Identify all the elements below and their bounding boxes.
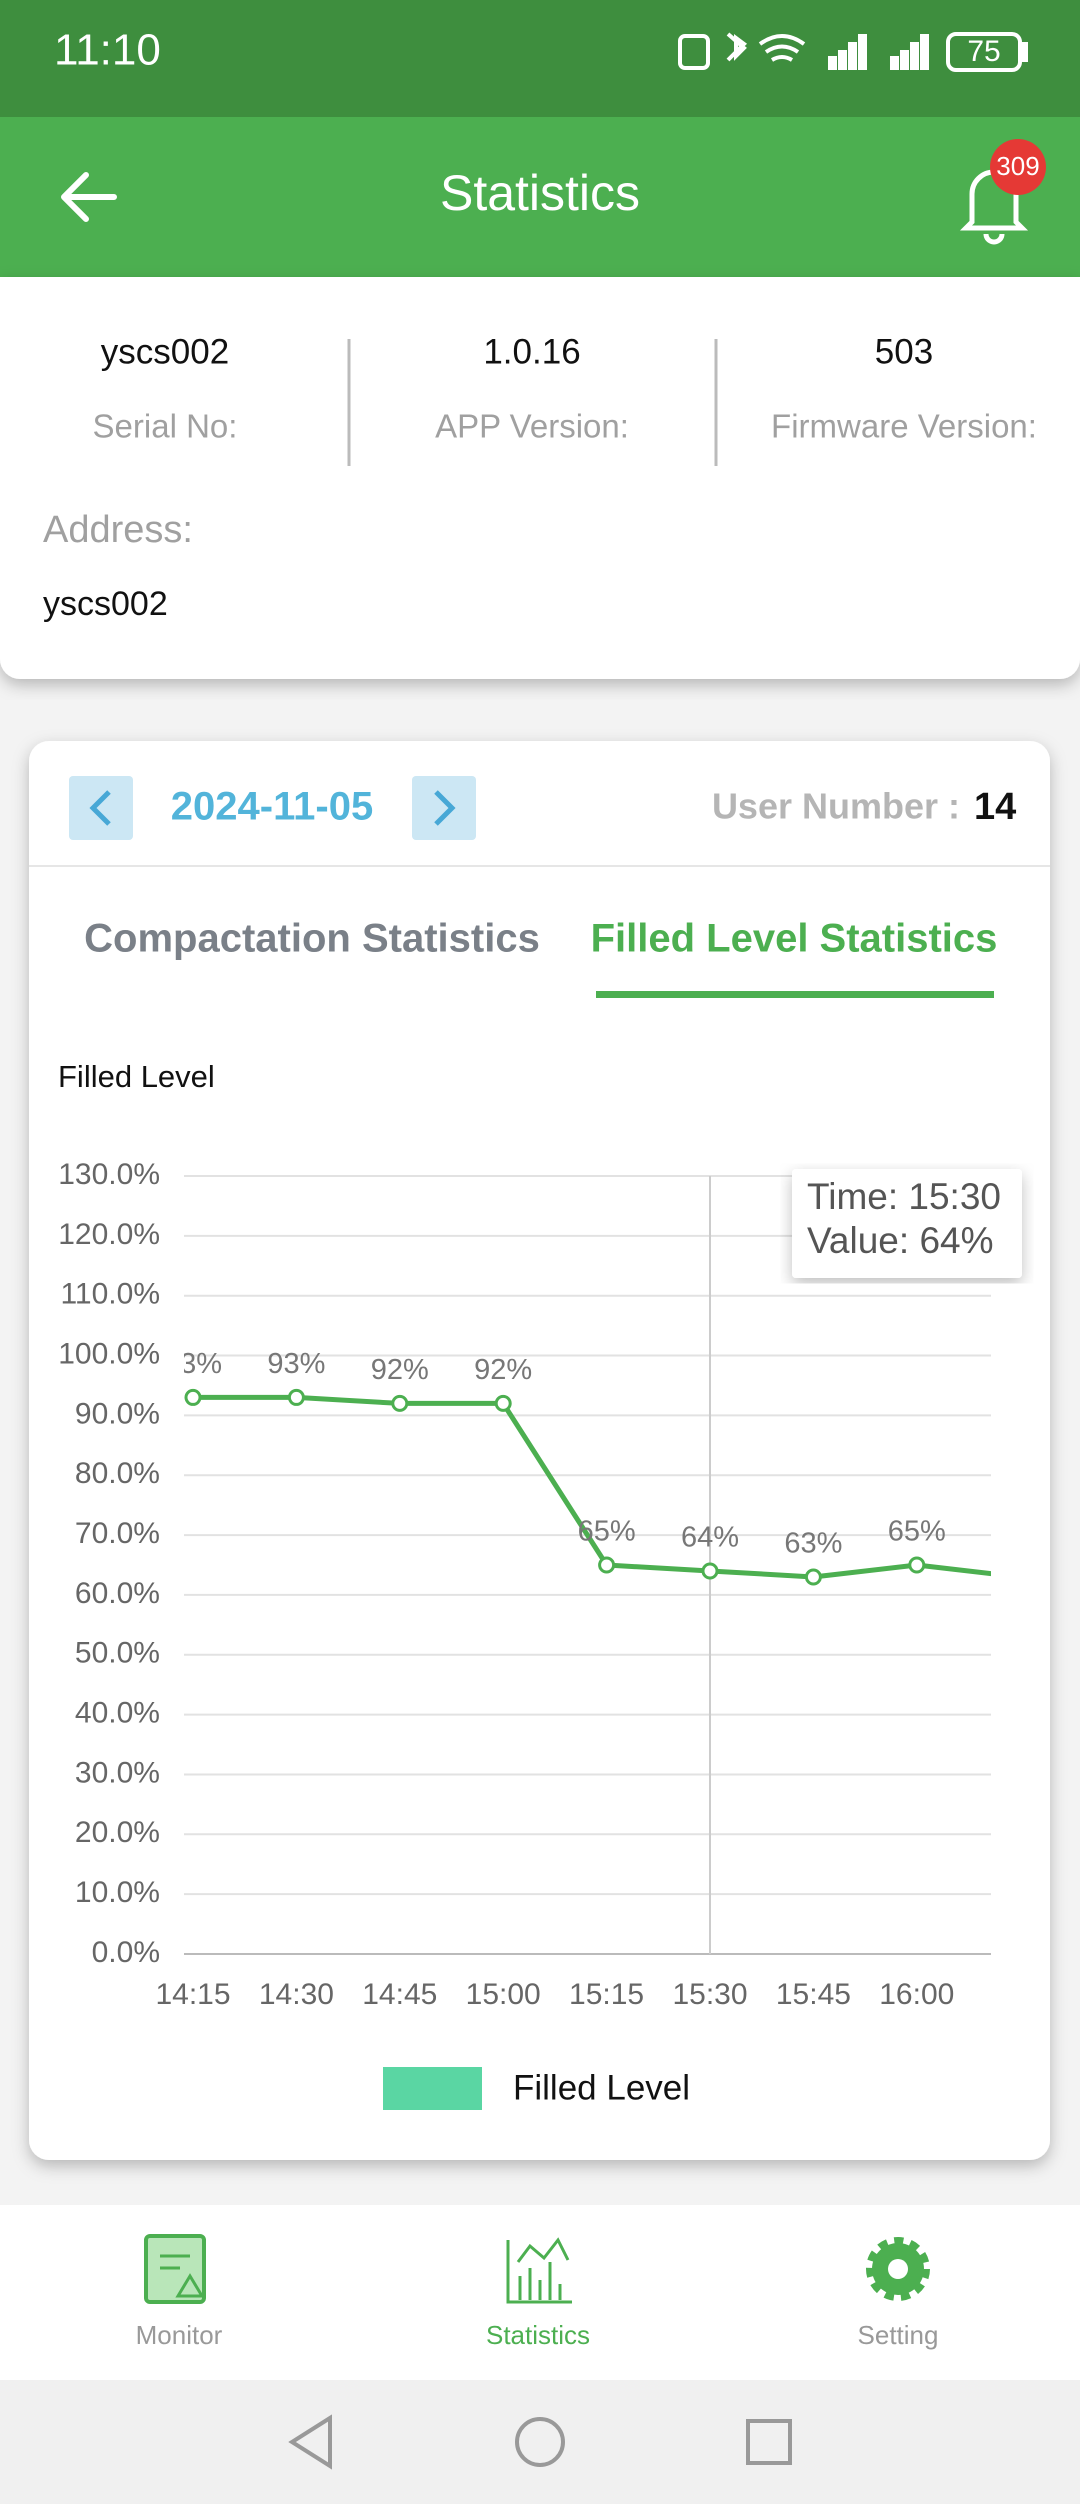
y-tick-label: 110.0% (60, 1278, 160, 1311)
data-label: 92% (371, 1354, 429, 1386)
status-icons (678, 32, 1028, 72)
y-axis-title: Filled Level (58, 1059, 215, 1094)
y-tick-label: 10.0% (75, 1876, 160, 1909)
y-tick-label: 70.0% (75, 1517, 160, 1550)
point (598, 1556, 616, 1574)
user-number-label: User Number : (712, 786, 960, 827)
data-label: 65% (578, 1516, 636, 1548)
y-tick-label: 0.0% (92, 1936, 160, 1969)
point (701, 1562, 719, 1580)
y-tick-label: 100.0% (58, 1337, 160, 1370)
tooltip (792, 1169, 1022, 1278)
app-bar (0, 117, 1080, 277)
prev-date-button[interactable] (69, 776, 133, 840)
badge-count: 309 (996, 151, 1039, 181)
data-label: 64% (681, 1522, 739, 1554)
tab-indicator (596, 991, 994, 998)
data-label: 65% (888, 1516, 946, 1548)
info-card (0, 277, 1080, 679)
system-back[interactable] (288, 2414, 332, 2470)
info-value: 503 (875, 332, 933, 371)
x-tick-label: 15:30 (672, 1978, 747, 2011)
y-tick-label: 20.0% (75, 1816, 160, 1849)
monitor-icon (144, 2234, 206, 2304)
nav-label[interactable]: Setting (858, 2320, 939, 2350)
address-label: Address: (43, 509, 193, 551)
y-tick-label: 60.0% (75, 1577, 160, 1610)
info-label: Serial No: (93, 408, 238, 445)
x-tick-label: 14:45 (362, 1978, 437, 2011)
notification-button[interactable]: 309 (959, 139, 1046, 245)
point (391, 1394, 409, 1412)
system-home[interactable] (515, 2417, 565, 2467)
info-value: 1.0.16 (483, 332, 580, 371)
point (287, 1388, 305, 1406)
address-value: yscs002 (43, 585, 168, 623)
back-button[interactable] (61, 172, 117, 222)
point (494, 1394, 512, 1412)
x-tick-label: 14:15 (155, 1978, 230, 2011)
data-label: 93% (267, 1348, 325, 1380)
tooltip-text: Time: 15:30 (807, 1176, 1001, 1217)
y-tick-label: 90.0% (75, 1397, 160, 1430)
x-tick-label: 16:00 (879, 1978, 954, 2011)
system-nav (0, 2380, 1080, 2504)
x-tick-label: 15:45 (776, 1978, 851, 2011)
y-tick-label: 50.0% (75, 1637, 160, 1670)
nav-label[interactable]: Monitor (136, 2320, 223, 2350)
chart: 0.0% 10.0% 20.0% 30.0% 40.0% 50.0% 60.0% 70.0% 8… (58, 1158, 1022, 2110)
tab-active[interactable]: Filled Level Statistics (591, 917, 998, 961)
badge (990, 139, 1046, 195)
stats-card (29, 741, 1050, 2160)
y-tick-label: 120.0% (58, 1218, 160, 1251)
data-label: 63% (784, 1528, 842, 1560)
point (184, 1388, 202, 1406)
data-label: 93% (164, 1348, 222, 1380)
user-number: 14 (974, 786, 1016, 828)
setting-icon (866, 2237, 930, 2301)
y-tick-label: 30.0% (75, 1756, 160, 1789)
series: 93% 93% 92% 92% 65% 64% 63% 65% (164, 1348, 991, 1586)
status-time: 11:10 (54, 26, 161, 75)
point (908, 1556, 926, 1574)
nav-label-active[interactable]: Statistics (486, 2320, 590, 2350)
legend-swatch (383, 2067, 482, 2110)
y-tick-label: 80.0% (75, 1457, 160, 1490)
tab[interactable]: Compactation Statistics (84, 917, 540, 961)
statistics-icon (506, 2237, 572, 2304)
legend-label: Filled Level (513, 2068, 690, 2107)
info-label: APP Version: (435, 408, 629, 445)
y-tick-label: 40.0% (75, 1697, 160, 1730)
tooltip-text: Value: 64% (807, 1220, 994, 1261)
info-label: Firmware Version: (771, 408, 1037, 445)
info-value: yscs002 (101, 332, 229, 371)
x-tick-label: 14:30 (259, 1978, 334, 2011)
x-tick-label: 15:00 (466, 1978, 541, 2011)
system-recents[interactable] (746, 2419, 792, 2465)
page-title: Statistics (440, 165, 640, 221)
point (804, 1568, 822, 1586)
y-tick-label: 130.0% (58, 1158, 160, 1191)
x-tick-label: 15:15 (569, 1978, 644, 2011)
data-label: 92% (474, 1354, 532, 1386)
date: 2024-11-05 (171, 785, 373, 829)
next-date-button[interactable] (412, 776, 476, 840)
battery-level: 75 (967, 35, 1000, 68)
